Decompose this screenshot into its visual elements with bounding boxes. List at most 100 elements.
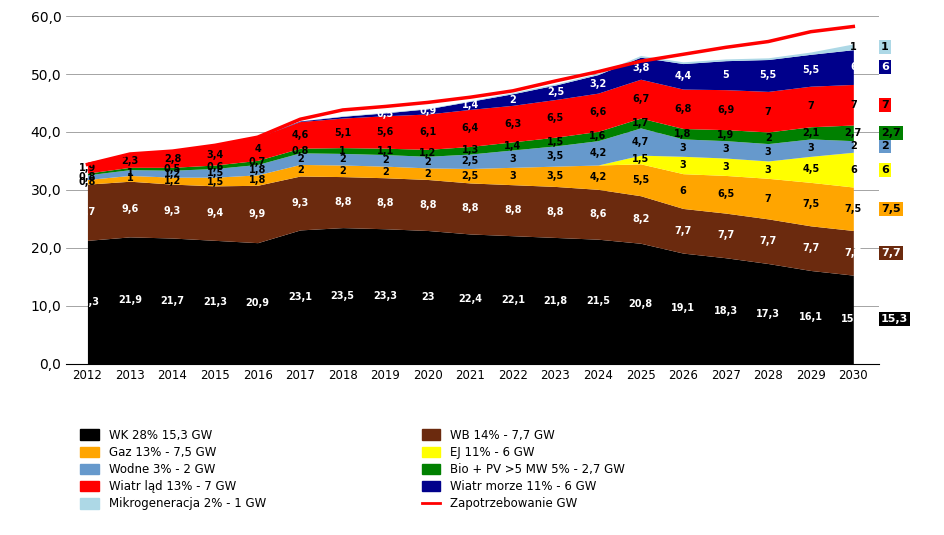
Text: 4: 4 — [254, 144, 261, 154]
Text: 5,5: 5,5 — [801, 65, 818, 75]
Text: 3: 3 — [806, 143, 814, 152]
Text: 1: 1 — [126, 173, 133, 184]
Text: 7,7: 7,7 — [844, 248, 861, 258]
Text: 8,2: 8,2 — [632, 215, 649, 225]
Text: 7,7: 7,7 — [716, 231, 733, 240]
Text: 7,7: 7,7 — [674, 226, 691, 236]
Text: 7,5: 7,5 — [880, 204, 900, 214]
Text: 5,6: 5,6 — [377, 127, 394, 137]
Text: 1: 1 — [880, 42, 887, 52]
Text: 20,9: 20,9 — [245, 298, 269, 308]
Text: 4,7: 4,7 — [632, 136, 649, 147]
Text: 17,3: 17,3 — [755, 309, 780, 319]
Text: 2: 2 — [880, 141, 887, 151]
Text: 21,3: 21,3 — [203, 297, 227, 307]
Text: 8,8: 8,8 — [376, 198, 394, 208]
Text: 2: 2 — [509, 95, 515, 104]
Text: 1,2: 1,2 — [163, 169, 181, 179]
Text: 7,7: 7,7 — [880, 248, 900, 258]
Text: 0,5: 0,5 — [377, 109, 394, 119]
Text: 7: 7 — [764, 106, 771, 117]
Text: 6: 6 — [849, 165, 856, 174]
Text: 7: 7 — [764, 194, 771, 204]
Text: 2,7: 2,7 — [880, 128, 900, 138]
Text: 1,8: 1,8 — [674, 129, 691, 139]
Text: 2: 2 — [339, 154, 346, 164]
Text: 6,4: 6,4 — [462, 123, 479, 133]
Text: 3,8: 3,8 — [632, 63, 649, 73]
Text: 4,5: 4,5 — [801, 164, 818, 174]
Text: 3: 3 — [721, 144, 728, 155]
Text: 9,9: 9,9 — [248, 209, 266, 219]
Text: 0,8: 0,8 — [78, 177, 96, 187]
Text: 8,6: 8,6 — [589, 209, 606, 219]
Text: 6,7: 6,7 — [632, 94, 649, 104]
Text: 1,4: 1,4 — [462, 100, 479, 110]
Text: 6,3: 6,3 — [504, 119, 521, 128]
Text: 15,3: 15,3 — [840, 315, 865, 324]
Text: 1,8: 1,8 — [248, 165, 266, 174]
Text: 6,5: 6,5 — [716, 189, 733, 199]
Text: 1,5: 1,5 — [547, 136, 564, 147]
Text: 4,4: 4,4 — [674, 71, 691, 81]
Text: 6,8: 6,8 — [674, 104, 691, 114]
Text: 2,7: 2,7 — [844, 128, 861, 138]
Text: 1,2: 1,2 — [163, 175, 181, 186]
Text: 21,3: 21,3 — [76, 297, 99, 307]
Text: 19,1: 19,1 — [670, 303, 695, 314]
Text: 1,9: 1,9 — [716, 130, 733, 140]
Text: 3,4: 3,4 — [206, 150, 224, 160]
Text: 5,5: 5,5 — [632, 175, 649, 185]
Text: 9,3: 9,3 — [292, 198, 309, 208]
Text: 1,6: 1,6 — [589, 131, 606, 141]
Text: 1,5: 1,5 — [632, 155, 649, 164]
Text: 9,3: 9,3 — [163, 206, 181, 216]
Text: 6: 6 — [880, 62, 888, 72]
Text: 6,5: 6,5 — [547, 113, 564, 124]
Text: 23: 23 — [421, 292, 434, 302]
Text: 1,4: 1,4 — [504, 141, 521, 151]
Text: 1,5: 1,5 — [206, 168, 224, 178]
Text: 7,5: 7,5 — [801, 199, 818, 209]
Text: 22,1: 22,1 — [500, 295, 524, 305]
Text: 6: 6 — [849, 62, 856, 72]
Text: 9,7: 9,7 — [78, 207, 96, 217]
Text: 6: 6 — [880, 165, 888, 174]
Text: 0,7: 0,7 — [248, 157, 266, 167]
Text: 8,8: 8,8 — [547, 207, 564, 217]
Text: 3: 3 — [721, 162, 728, 172]
Text: 23,5: 23,5 — [330, 291, 354, 301]
Text: 3: 3 — [764, 147, 771, 157]
Text: 3,2: 3,2 — [589, 79, 606, 89]
Text: 3: 3 — [509, 171, 515, 181]
Text: 4,6: 4,6 — [292, 130, 309, 140]
Text: 1,2: 1,2 — [419, 148, 436, 158]
Text: 21,9: 21,9 — [118, 295, 142, 305]
Text: 1,5: 1,5 — [206, 177, 224, 187]
Text: 2: 2 — [296, 154, 303, 164]
Text: 1,1: 1,1 — [377, 147, 394, 156]
Text: 0,5: 0,5 — [163, 164, 181, 174]
Text: 6,9: 6,9 — [716, 105, 733, 114]
Text: 3,5: 3,5 — [547, 151, 564, 161]
Text: 2,3: 2,3 — [121, 156, 139, 166]
Text: 2: 2 — [381, 155, 388, 165]
Text: 9,6: 9,6 — [121, 204, 139, 214]
Text: 22,4: 22,4 — [458, 294, 481, 304]
Text: 2,5: 2,5 — [462, 171, 479, 181]
Text: 5,5: 5,5 — [759, 71, 776, 80]
Text: 3: 3 — [679, 160, 685, 170]
Text: 1,7: 1,7 — [632, 118, 649, 128]
Text: 21,8: 21,8 — [543, 296, 567, 305]
Text: 23,3: 23,3 — [373, 291, 396, 301]
Text: 1: 1 — [339, 146, 346, 156]
Text: 0,6: 0,6 — [206, 162, 224, 172]
Text: 9,4: 9,4 — [206, 208, 224, 218]
Text: 2,1: 2,1 — [801, 128, 818, 138]
Text: 0,8: 0,8 — [291, 146, 309, 156]
Text: 7: 7 — [849, 100, 856, 110]
Text: 4,2: 4,2 — [589, 148, 606, 158]
Text: 4,2: 4,2 — [589, 172, 606, 182]
Text: 21,7: 21,7 — [160, 296, 184, 306]
Text: 8,8: 8,8 — [333, 197, 351, 207]
